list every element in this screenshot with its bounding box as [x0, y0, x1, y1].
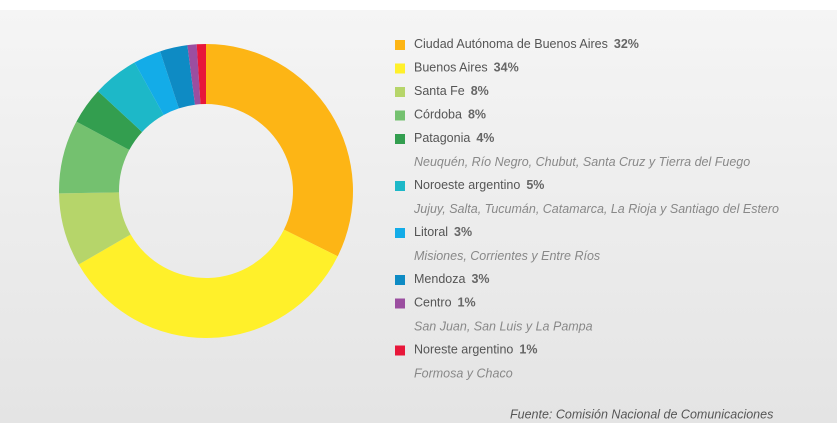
legend-value: 1%	[519, 343, 537, 357]
legend-value: 32%	[614, 37, 639, 51]
legend-entry: Santa Fe 8%	[414, 84, 489, 98]
legend-swatch	[395, 40, 405, 50]
legend-note: Neuquén, Río Negro, Chubut, Santa Cruz y…	[414, 155, 750, 169]
legend-label: Mendoza	[414, 272, 465, 286]
donut-slice	[76, 91, 143, 150]
legend-label: Santa Fe	[414, 84, 465, 98]
legend-entry: Córdoba 8%	[414, 108, 486, 122]
legend-note: Formosa y Chaco	[414, 366, 513, 380]
legend-entry: Ciudad Autónoma de Buenos Aires 32%	[414, 37, 639, 51]
legend-label: Litoral	[414, 225, 448, 239]
legend-entry: Noroeste argentino 5%	[414, 178, 544, 192]
donut-slice	[59, 192, 131, 265]
legend-swatch	[395, 345, 405, 356]
donut-slice	[98, 62, 164, 132]
legend-entry: Mendoza 3%	[414, 272, 490, 286]
donut-slice	[187, 44, 201, 105]
donut-slice	[196, 44, 206, 105]
legend-entry: Patagonia 4%	[414, 131, 494, 145]
legend-value: 8%	[468, 108, 486, 122]
legend-label: Patagonia	[414, 131, 470, 145]
legend-label: Noroeste argentino	[414, 178, 520, 192]
legend-swatch	[395, 298, 405, 309]
donut-slice	[160, 45, 195, 109]
legend-value: 3%	[471, 272, 489, 286]
legend-swatch	[395, 87, 405, 97]
legend-entry: Litoral 3%	[414, 225, 472, 239]
legend-label: Ciudad Autónoma de Buenos Aires	[414, 37, 608, 51]
legend-note: San Juan, San Luis y La Pampa	[414, 319, 593, 333]
legend-label: Córdoba	[414, 108, 462, 122]
legend-entry: Buenos Aires 34%	[414, 61, 519, 75]
legend-note: Misiones, Corrientes y Entre Ríos	[414, 249, 600, 263]
legend-swatch	[395, 63, 405, 74]
legend-swatch	[395, 110, 405, 121]
legend-entry: Centro 1%	[414, 296, 476, 310]
legend-value: 5%	[526, 178, 544, 192]
legend-entry: Noreste argentino 1%	[414, 343, 537, 357]
legend-note: Jujuy, Salta, Tucumán, Catamarca, La Rio…	[413, 202, 779, 216]
legend-value: 4%	[476, 131, 494, 145]
donut-slice	[206, 44, 354, 257]
legend-swatch	[395, 228, 405, 238]
source: Fuente: Comisión Nacional de Comunicacio…	[510, 407, 773, 421]
donut-slice	[78, 229, 338, 338]
donut-slice	[59, 121, 130, 194]
legend-value: 1%	[458, 296, 476, 310]
legend-swatch	[395, 275, 405, 285]
legend-value: 8%	[471, 84, 489, 98]
legend-label: Buenos Aires	[414, 61, 488, 75]
legend-swatch	[395, 134, 405, 144]
legend-value: 3%	[454, 225, 472, 239]
legend-label: Noreste argentino	[414, 343, 513, 357]
legend-swatch	[395, 181, 405, 191]
donut-slice	[134, 51, 179, 115]
legend-value: 34%	[494, 61, 519, 75]
legend-label: Centro	[414, 296, 452, 310]
